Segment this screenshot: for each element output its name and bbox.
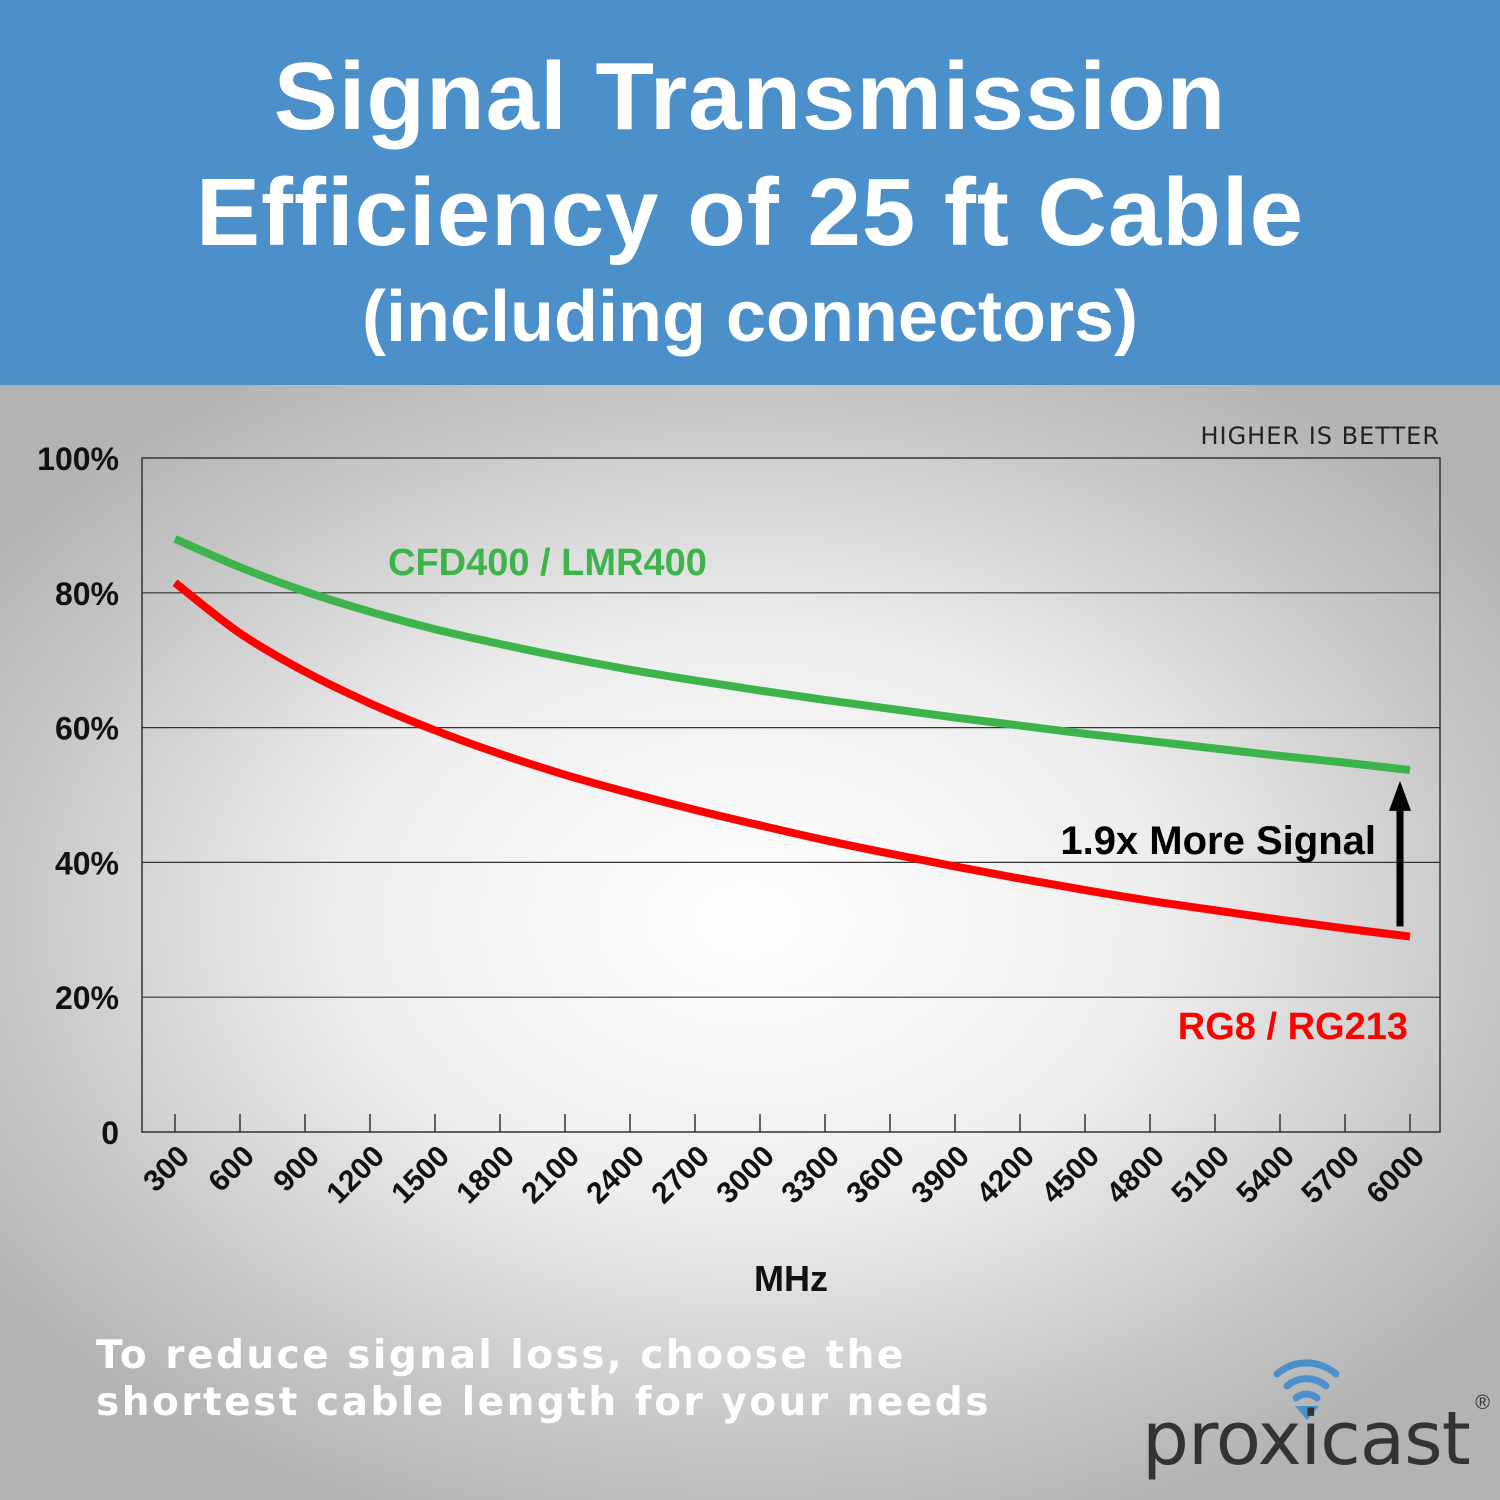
y-tick-label: 60% (55, 711, 119, 747)
x-tick-label: 4200 (970, 1140, 1041, 1211)
x-tick-label: 900 (267, 1140, 326, 1199)
footer-line-2: shortest cable length for your needs (96, 1380, 991, 1425)
x-tick-label: 2100 (515, 1140, 586, 1211)
x-axis-label: MHz (754, 1258, 828, 1299)
higher-is-better-note: HIGHER IS BETTER (1200, 422, 1440, 450)
annotation-text: 1.9x More Signal (1060, 819, 1376, 863)
x-tick-label: 4500 (1035, 1140, 1106, 1211)
label-layer: 0 20% 40% 60% 80% 100% 300 600 90012001500180021… (37, 422, 1440, 1299)
plot-frame (141, 457, 1441, 1133)
x-tick-label: 2700 (645, 1140, 716, 1211)
axis-layer (141, 457, 1441, 1133)
x-tick-label: 6000 (1360, 1140, 1431, 1211)
x-tick-label: 4800 (1100, 1140, 1171, 1211)
annotation-arrow-head (1389, 780, 1411, 811)
title-line-1: Signal Transmission (273, 43, 1227, 150)
series-label-rg8-rg213: RG8 / RG213 (1178, 1006, 1408, 1048)
x-tick-label: 3000 (710, 1140, 781, 1211)
x-tick-label: 1500 (385, 1140, 456, 1211)
wifi-icon (1273, 1359, 1340, 1420)
header-banner: Signal Transmission Efficiency of 25 ft … (0, 0, 1500, 385)
logo-wordmark: proxicast (1142, 1396, 1471, 1482)
x-tick-label: 3900 (905, 1140, 976, 1211)
y-tick-label: 20% (55, 980, 119, 1016)
title-line-3: (including connectors) (361, 277, 1138, 357)
x-tick-label: 2400 (580, 1140, 651, 1211)
proxicast-logo: proxicast ® (1130, 1352, 1490, 1482)
series-label-cfd400-lmr400: CFD400 / LMR400 (388, 542, 707, 584)
x-tick-label: 1200 (320, 1140, 391, 1211)
y-tick-label: 80% (55, 576, 119, 612)
x-tick-label: 5100 (1165, 1140, 1236, 1211)
series-layer (172, 535, 1411, 941)
y-tick-label: 0 (101, 1115, 119, 1151)
registered-mark: ® (1475, 1392, 1490, 1414)
footer-line-1: To reduce signal loss, choose the (96, 1333, 906, 1378)
y-tick-label: 40% (55, 845, 119, 881)
series-line-cfd400-lmr400 (173, 535, 1411, 775)
title-line-2: Efficiency of 25 ft Cable (196, 159, 1304, 266)
x-tick-label: 600 (202, 1140, 261, 1199)
series-line-rg8-rg213 (172, 579, 1411, 941)
y-tick-label: 100% (37, 441, 119, 477)
x-tick-label: 3300 (775, 1140, 846, 1211)
x-tick-label: 3600 (840, 1140, 911, 1211)
grid-layer (142, 592, 1440, 998)
x-tick-label: 300 (137, 1140, 196, 1199)
x-tick-label: 5700 (1295, 1140, 1366, 1211)
x-tick-label: 5400 (1230, 1140, 1301, 1211)
x-tick-label: 1800 (450, 1140, 521, 1211)
